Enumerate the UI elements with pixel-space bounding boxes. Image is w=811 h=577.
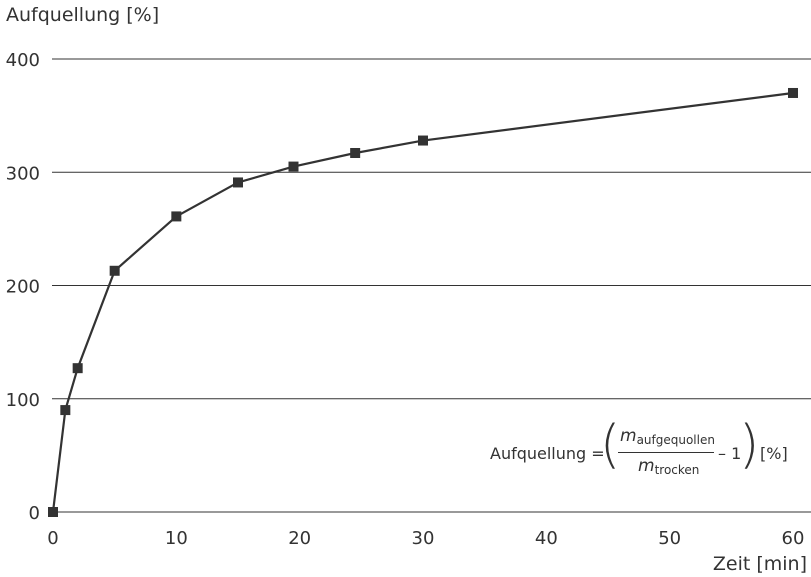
data-point-0-7 [350, 147, 361, 158]
y-tick-label-200: 200 [6, 277, 40, 298]
y-axis-title: Aufquellung [%] [6, 4, 160, 26]
y-tick-label-300: 300 [6, 163, 40, 184]
formula-lhs: Aufquellung = [490, 444, 605, 463]
formula-numerator-sub: aufgequollen [636, 433, 715, 447]
y-tick-label-0: 0 [29, 503, 40, 524]
formula-denominator-sub: trocken [654, 463, 700, 477]
data-point-0-0 [48, 507, 58, 517]
data-point-0-2 [72, 363, 83, 374]
data-point-0-8 [418, 135, 428, 146]
data-point-0-9 [788, 87, 798, 98]
formula-left-paren: ( [600, 415, 621, 475]
data-point-0-6 [288, 161, 299, 172]
formula-numerator: maufgequollen [620, 426, 715, 447]
formula-minus-one: – 1 [718, 444, 742, 463]
x-tick-label-10: 10 [165, 528, 188, 549]
x-tick-label-60: 60 [782, 528, 805, 549]
formula-fraction-bar [618, 452, 714, 453]
formula-unit: [%] [760, 444, 788, 463]
swelling-formula: Aufquellung = ( maufgequollen mtrocken –… [488, 415, 793, 484]
formula-right-paren: ) [739, 415, 760, 475]
data-point-0-3 [109, 265, 120, 276]
x-tick-label-20: 20 [288, 528, 311, 549]
formula-denominator-var: m [638, 456, 655, 476]
y-tick-label-400: 400 [6, 50, 40, 71]
x-axis-title: Zeit [min] [712, 553, 807, 575]
series-line-0 [51, 91, 794, 513]
y-tick-label-100: 100 [6, 390, 40, 411]
formula-numerator-var: m [620, 426, 637, 446]
data-point-0-4 [171, 211, 182, 222]
x-tick-label-0: 0 [47, 528, 58, 549]
formula-denominator: mtrocken [638, 456, 699, 477]
x-tick-label-50: 50 [658, 528, 681, 549]
data-point-0-5 [233, 177, 243, 188]
x-tick-label-30: 30 [412, 528, 435, 549]
data-point-0-1 [60, 405, 71, 416]
x-tick-label-40: 40 [535, 528, 558, 549]
